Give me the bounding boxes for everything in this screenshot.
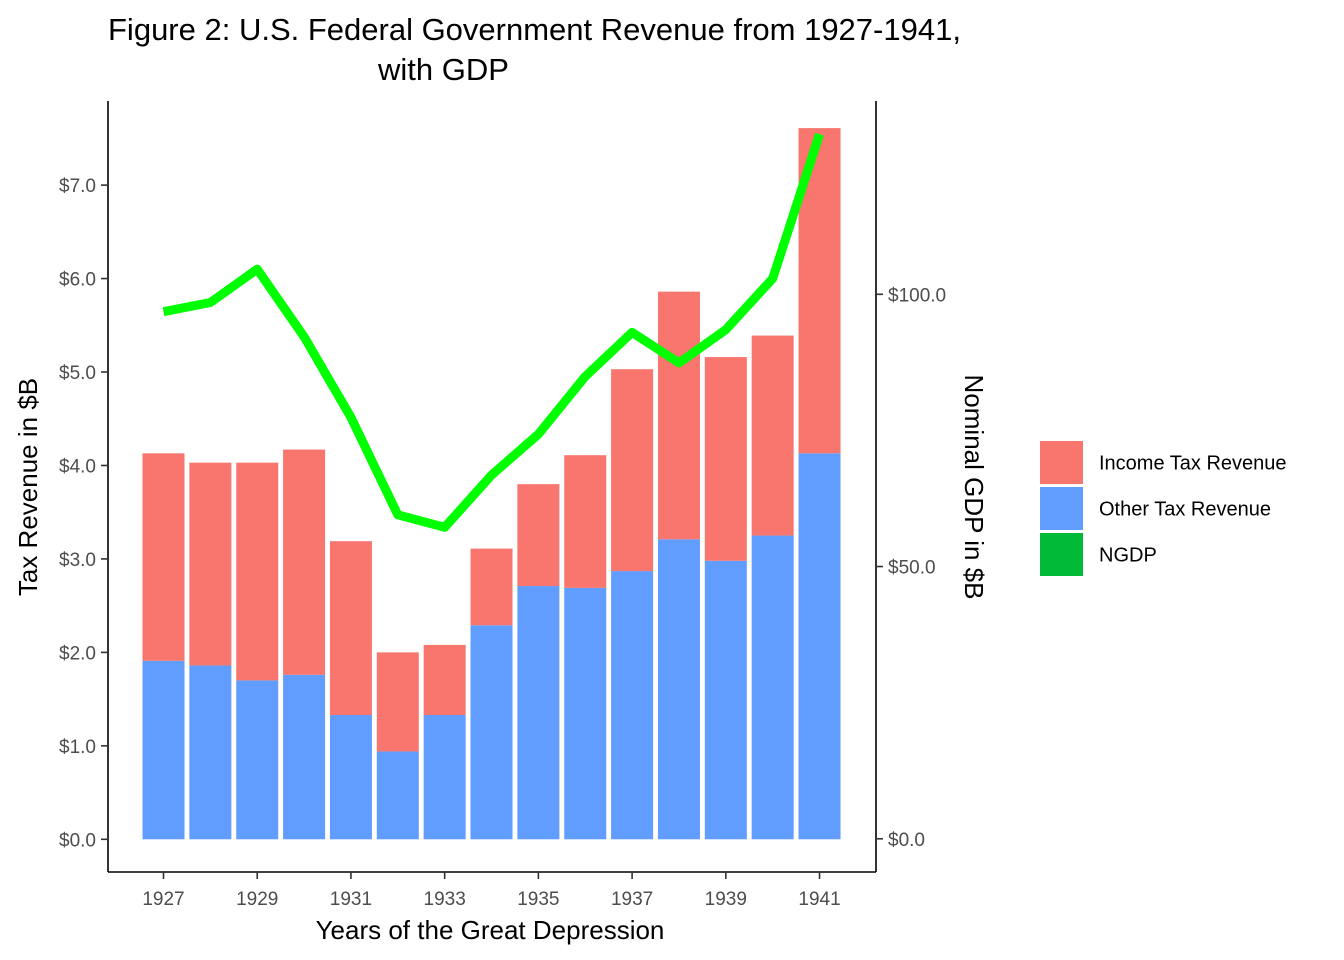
left-y-tick-label: $6.0 <box>59 270 96 291</box>
bar-income-tax-1929 <box>236 462 279 681</box>
bar-income-tax-1938 <box>657 291 700 540</box>
bar-income-tax-1933 <box>423 644 466 715</box>
x-tick-label: 1931 <box>330 889 372 910</box>
y2-axis-title: Nominal GDP in $B <box>959 375 989 600</box>
legend-label: Income Tax Revenue <box>1099 453 1287 475</box>
bar-income-tax-1934 <box>470 548 513 626</box>
bar-income-tax-1928 <box>189 462 232 666</box>
bar-income-tax-1930 <box>283 449 326 675</box>
bar-other-tax-1933 <box>423 714 466 840</box>
right-y-tick-label: $100.0 <box>888 285 946 306</box>
ngdp-line <box>162 132 824 532</box>
bar-income-tax-1936 <box>564 455 607 588</box>
right-y-tick-label: $50.0 <box>888 558 936 579</box>
x-axis-ticks: 1927 1929 1931 1933 1935 1937 1939 1941 <box>142 872 841 910</box>
bar-other-tax-1928 <box>189 665 232 840</box>
legend: Income Tax Revenue Other Tax Revenue NGDP <box>1040 441 1287 576</box>
bar-other-tax-1935 <box>517 586 560 840</box>
bar-other-tax-1931 <box>329 714 372 840</box>
left-y-tick-label: $0.0 <box>59 830 96 851</box>
x-tick-label: 1927 <box>142 889 184 910</box>
x-tick-label: 1929 <box>236 889 278 910</box>
left-y-tick-label: $1.0 <box>59 737 96 758</box>
bar-other-tax-1930 <box>283 674 326 840</box>
x-tick-label: 1941 <box>798 889 840 910</box>
x-tick-label: 1935 <box>517 889 559 910</box>
bar-other-tax-1941 <box>798 453 841 840</box>
bar-income-tax-1935 <box>517 484 560 587</box>
right-y-axis-ticks: $0.0 $50.0 $100.0 <box>876 285 946 851</box>
bar-other-tax-1939 <box>704 560 747 840</box>
x-tick-label: 1939 <box>705 889 747 910</box>
left-y-tick-label: $4.0 <box>59 456 96 477</box>
bar-other-tax-1929 <box>236 680 279 840</box>
chart-title-line1: Figure 2: U.S. Federal Government Revenu… <box>108 12 961 47</box>
left-y-tick-label: $5.0 <box>59 363 96 384</box>
legend-key <box>1040 533 1083 576</box>
bar-income-tax-1940 <box>751 335 794 536</box>
bar-income-tax-1937 <box>611 369 654 572</box>
x-tick-label: 1933 <box>424 889 466 910</box>
x-axis-title: Years of the Great Depression <box>316 915 665 945</box>
bar-other-tax-1936 <box>564 587 607 840</box>
y-axis-title: Tax Revenue in $B <box>13 378 43 596</box>
bar-income-tax-1939 <box>704 357 747 561</box>
bar-other-tax-1938 <box>657 539 700 840</box>
bar-income-tax-1931 <box>329 541 372 715</box>
left-y-tick-label: $7.0 <box>59 176 96 197</box>
right-y-tick-label: $0.0 <box>888 830 925 851</box>
bar-other-tax-1932 <box>376 751 419 840</box>
bar-other-tax-1940 <box>751 535 794 840</box>
legend-key <box>1040 487 1083 530</box>
x-tick-label: 1937 <box>611 889 653 910</box>
left-y-tick-label: $2.0 <box>59 643 96 664</box>
legend-label: Other Tax Revenue <box>1099 499 1271 521</box>
line-layer <box>162 132 824 532</box>
left-y-axis-ticks: $0.0 $1.0 $2.0 $3.0 $4.0 $5.0 $6.0 $7.0 <box>59 176 108 851</box>
bar-other-tax-1937 <box>611 571 654 840</box>
bar-other-tax-1934 <box>470 625 513 840</box>
bar-income-tax-1932 <box>376 652 419 752</box>
chart-title-line2: with GDP <box>377 52 509 87</box>
legend-label: NGDP <box>1099 545 1157 567</box>
legend-key <box>1040 441 1083 484</box>
bar-layer <box>142 128 841 840</box>
bar-other-tax-1927 <box>142 660 185 840</box>
bar-income-tax-1927 <box>142 453 185 661</box>
left-y-tick-label: $3.0 <box>59 550 96 571</box>
